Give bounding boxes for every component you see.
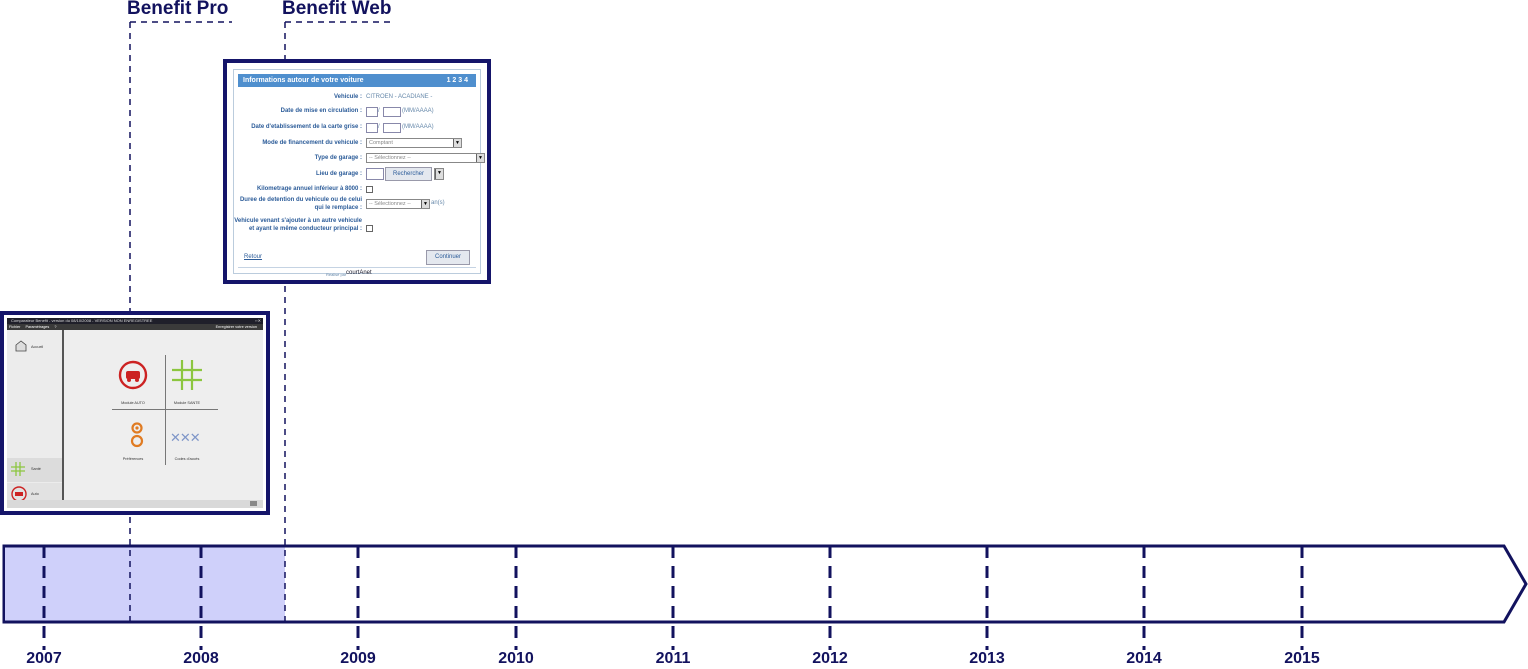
benefit-web-form: Informations autour de votre voiture 1 2… [233,69,485,277]
pro-main-panel: Module AUTO Module SANTE Préférences ✕✕✕… [64,330,263,500]
window-title: Comparateur Benefit - version du 08/10/2… [11,318,153,323]
year-label-2013: 2013 [969,650,1005,667]
date-separator-2: / [378,124,380,130]
circulation-month-input[interactable] [366,107,378,117]
benefit-pro-screenshot: Comparateur Benefit - version du 08/10/2… [0,311,270,515]
year-label-2009: 2009 [340,650,376,667]
window-titlebar: Comparateur Benefit - version du 08/10/2… [7,318,263,324]
menu-item-fichier[interactable]: Fichier [9,325,21,329]
menu-bar: Fichier Paramétrages ? Enregistrer votre… [7,324,263,330]
resize-grip-icon[interactable] [250,501,257,506]
form-footer-divider [238,267,476,268]
garage-type-select[interactable]: -- Sélectionnez -- ▼ [366,153,485,163]
continue-button[interactable]: Continuer [426,250,470,265]
health-cross-icon[interactable] [172,360,202,390]
financement-select[interactable]: Comptant ▼ [366,138,462,148]
preferences-icon[interactable] [130,420,144,450]
status-bar [7,500,263,508]
footer-credit: Réalisé par [326,272,347,277]
back-link[interactable]: Retour [244,254,263,260]
garage-type-select-value: -- Sélectionnez -- [369,155,411,161]
additional-vehicle-checkbox[interactable] [366,225,373,232]
benefit-pro-title: Benefit Pro [127,0,229,19]
chevron-down-icon: ▼ [435,169,443,179]
benefit-web-screenshot: Informations autour de votre voiture 1 2… [223,59,491,284]
chevron-down-icon: ▼ [421,200,429,208]
carte-grise-date-hint: (MM/AAAA) [402,124,434,130]
module-codes-label: Codes d'accès [174,457,200,461]
additional-vehicle-label: Vehicule venant s'ajouter à un autre veh… [234,218,362,232]
circulation-year-input[interactable] [383,107,401,117]
sidebar-item-sante[interactable]: Santé [7,458,62,482]
module-preferences-label: Préférences [122,457,144,461]
garage-lieu-select[interactable]: ▼ [434,168,444,180]
financement-label: Mode de financement du vehicule : [262,140,362,146]
access-codes-icon[interactable]: ✕✕✕ [170,430,201,445]
circulation-date-hint: (MM/AAAA) [402,108,434,114]
register-version-link[interactable]: Enregistrer votre version [215,325,257,329]
pro-sidebar: Accueil Santé Auto [7,330,64,507]
detention-label: Duree de detention du vehicule ou de cel… [239,197,362,211]
year-label-2012: 2012 [812,650,848,667]
sidebar-item-auto-label: Auto [31,492,39,496]
detention-unit: an(s) [431,200,445,206]
benefit-pro-window: Comparateur Benefit - version du 08/10/2… [7,318,263,508]
chevron-down-icon: ▼ [453,139,461,147]
home-icon [15,340,27,352]
date-separator: / [378,108,380,114]
detention-select[interactable]: -- Sélectionnez -- ▼ [366,199,430,209]
module-grid-vline [165,355,166,465]
carte-grise-year-input[interactable] [383,123,401,133]
year-label-2015: 2015 [1284,650,1320,667]
year-label-2011: 2011 [655,650,691,667]
financement-select-value: Comptant [369,140,393,146]
garage-lieu-input[interactable] [366,168,384,180]
year-label-2007: 2007 [26,650,62,667]
menu-item-help[interactable]: ? [54,325,57,329]
module-sante-label: Module SANTE [173,401,201,405]
timeline-arrow-body [2,544,1528,624]
garage-lieu-label: Lieu de garage : [315,171,362,177]
year-label-2008: 2008 [183,650,219,667]
detention-select-value: -- Sélectionnez -- [369,201,411,207]
chevron-down-icon: ▼ [476,154,484,162]
window-controls-icon[interactable]: ▫▫✕ [254,318,261,323]
courtanet-logo: courtAnet [346,270,372,276]
timeline-highlight [5,547,285,621]
garage-type-label: Type de garage : [314,155,362,161]
form-steps: 1 2 3 4 [446,77,468,84]
module-auto-label: Module AUTO [121,401,145,405]
benefit-web-title: Benefit Web [282,0,392,19]
health-cross-icon [11,462,25,476]
kilometrage-label: Kilometrage annuel inférieur à 8000 : [256,186,362,192]
year-label-2010: 2010 [498,650,534,667]
search-button[interactable]: Rechercher [385,167,432,181]
form-header-title: Informations autour de votre voiture [243,77,364,84]
car-icon[interactable] [118,360,148,390]
sidebar-item-accueil[interactable]: Accueil [31,345,44,349]
circulation-date-label: Date de mise en circulation : [280,108,362,114]
vehicle-label: Vehicule : [333,94,362,100]
year-label-2014: 2014 [1126,650,1162,667]
kilometrage-checkbox[interactable] [366,186,373,193]
sidebar-item-sante-label: Santé [31,467,41,471]
form-header: Informations autour de votre voiture 1 2… [238,74,476,87]
carte-grise-month-input[interactable] [366,123,378,133]
menu-item-parametrages[interactable]: Paramétrages [25,325,50,329]
carte-grise-label: Date d'etablissement de la carte grise : [251,124,362,130]
vehicle-value: CITROEN - ACADIANE - [366,94,433,100]
